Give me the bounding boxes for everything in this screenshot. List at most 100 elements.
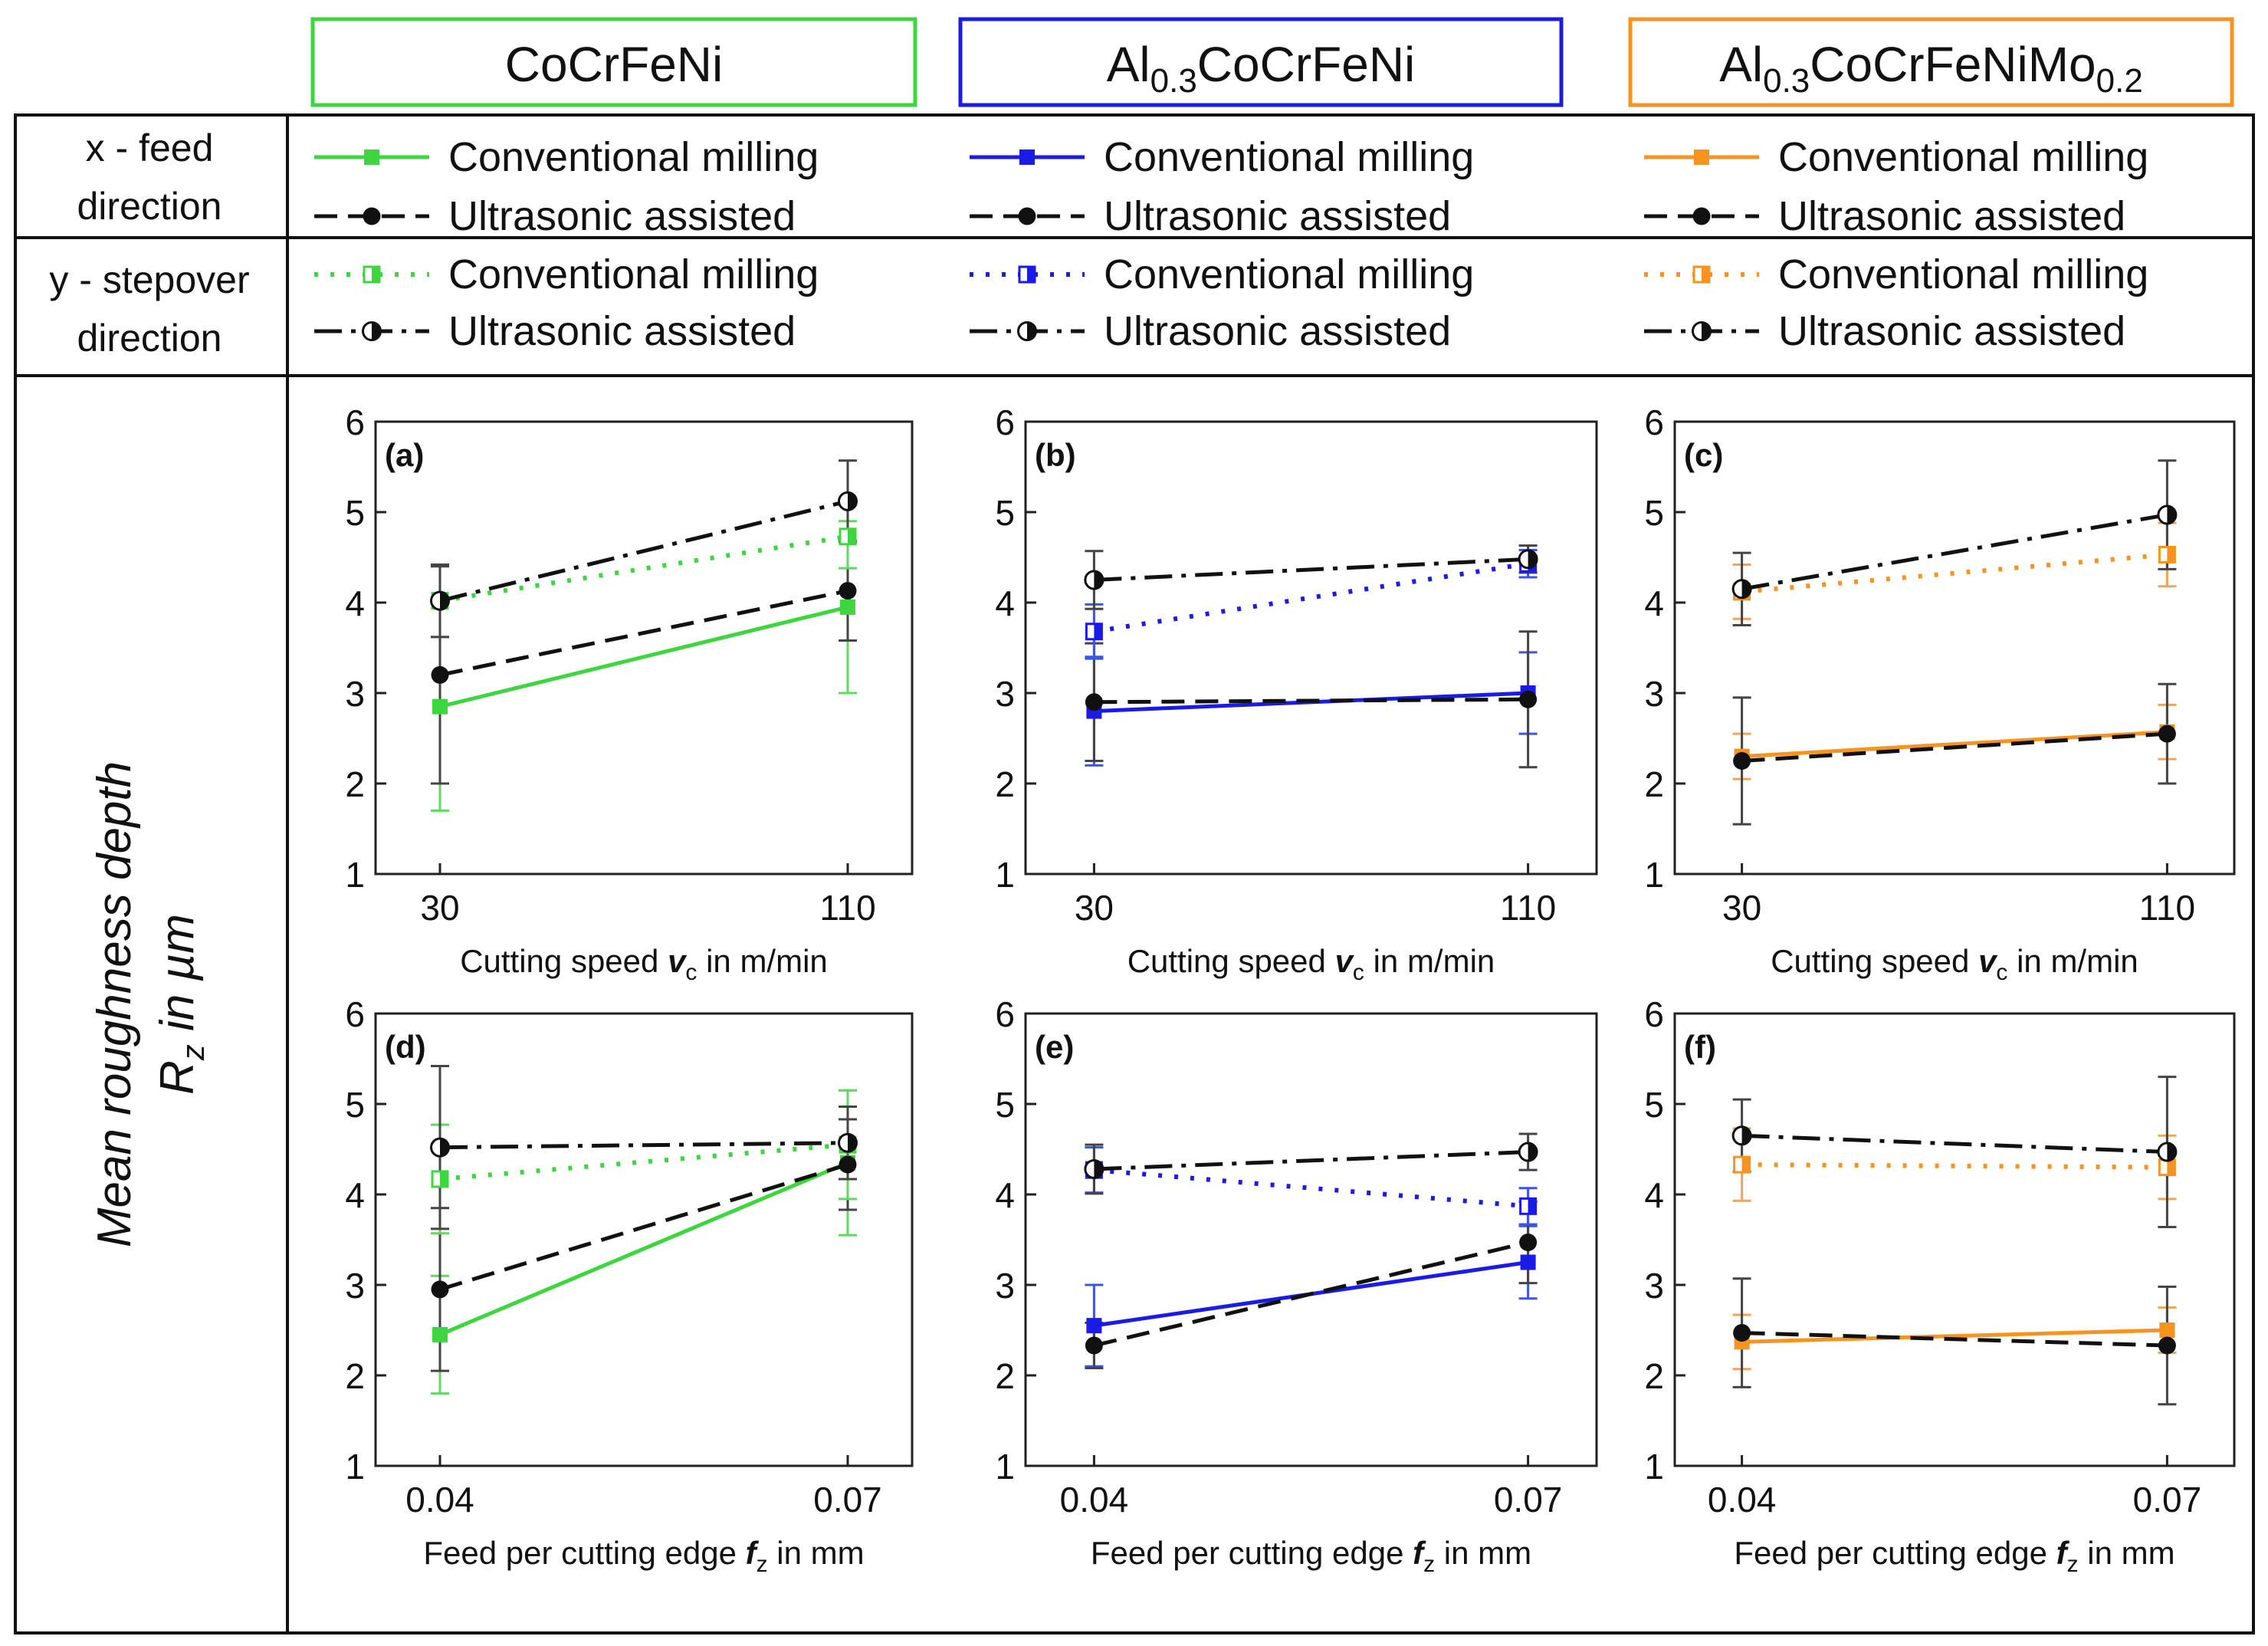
y-tick-label: 3 bbox=[345, 1266, 365, 1306]
data-point bbox=[840, 599, 855, 615]
x-axis-label-rest: in m/min bbox=[697, 943, 827, 979]
data-point-fill bbox=[1528, 550, 1538, 568]
data-point bbox=[2157, 1142, 2178, 1162]
series-line-2 bbox=[439, 1162, 848, 1292]
data-point bbox=[838, 491, 858, 511]
legend-label: Ultrasonic assisted bbox=[448, 308, 796, 354]
legend-label: Ultrasonic assisted bbox=[1104, 193, 1451, 239]
legend-label: Conventional milling bbox=[448, 251, 819, 297]
chart-panel-f: 1 2 3 4 5 6 0.04 0.07 (f) Feed per cutting edge f… bbox=[1644, 994, 2236, 1577]
data-point bbox=[1731, 1125, 1752, 1146]
data-point bbox=[2159, 1322, 2175, 1338]
series-4 bbox=[1732, 1076, 2177, 1228]
y-tick-label: 2 bbox=[1644, 764, 1664, 804]
data-point bbox=[1085, 623, 1103, 641]
data-point-fill bbox=[848, 492, 857, 511]
material-title-box bbox=[958, 17, 1564, 107]
plot-frame bbox=[374, 1012, 914, 1467]
material-title-2: Al0.3CoCrFeNi bbox=[958, 17, 1564, 107]
legend-entry-blue-3: Conventional milling bbox=[970, 251, 1474, 297]
y-tick-label: 1 bbox=[1644, 855, 1664, 895]
y-tick-label: 2 bbox=[995, 1356, 1015, 1396]
y-tick-label: 3 bbox=[1644, 1266, 1664, 1306]
data-point-fill bbox=[848, 528, 855, 544]
data-point bbox=[839, 582, 857, 600]
data-point bbox=[430, 1137, 450, 1158]
legend-label: Conventional milling bbox=[1104, 134, 1474, 180]
panel-label: (e) bbox=[1035, 1029, 1074, 1065]
x-axis-label-var: v bbox=[668, 943, 688, 979]
data-point bbox=[2158, 724, 2176, 743]
x-axis-label-var: v bbox=[1978, 943, 1998, 979]
legend-entry-orange-2: Ultrasonic assisted bbox=[1644, 193, 2125, 239]
data-point bbox=[1084, 1158, 1104, 1179]
x-axis-label-text: Cutting speed bbox=[1771, 943, 1978, 979]
y-tick-label: 6 bbox=[1644, 402, 1664, 442]
y-tick-label: 3 bbox=[995, 1266, 1015, 1306]
data-point bbox=[1519, 690, 1538, 708]
x-tick-label: 30 bbox=[1075, 888, 1114, 928]
data-point-fill bbox=[1741, 580, 1751, 598]
data-point bbox=[1733, 1155, 1751, 1174]
y-tick-label: 2 bbox=[1644, 1356, 1664, 1396]
material-title-box bbox=[1628, 17, 2234, 107]
x-axis-label-sub: c bbox=[1996, 960, 2007, 985]
material-title-part: CoCrFeNiMo bbox=[1810, 37, 2096, 92]
data-point bbox=[430, 590, 450, 611]
x-axis-label-rest: in mm bbox=[1435, 1535, 1531, 1571]
chart-panel-e: 1 2 3 4 5 6 0.04 0.07 (e) Feed per cutting edge f… bbox=[995, 994, 1598, 1577]
chart-panel-a: 1 2 3 4 5 6 30 110 (a) Cutting speed vc in m/min bbox=[345, 402, 914, 985]
series-4 bbox=[1732, 459, 2177, 626]
y-tick-label: 4 bbox=[345, 583, 365, 623]
x-axis-label-var: f bbox=[1413, 1535, 1426, 1571]
x-tick-label: 0.07 bbox=[1494, 1480, 1563, 1520]
x-axis-label-rest: in mm bbox=[768, 1535, 865, 1571]
x-axis-label: Cutting speed vc in m/min bbox=[1127, 943, 1495, 985]
legend-entry-green-4: Ultrasonic assisted bbox=[314, 308, 796, 354]
series-1 bbox=[431, 520, 857, 812]
legend-table: x - feed direction y - stepover directio… bbox=[14, 113, 2255, 377]
legend-label: Conventional milling bbox=[1778, 251, 2148, 297]
x-tick-label: 0.07 bbox=[813, 1480, 882, 1520]
x-axis-label-var: f bbox=[746, 1535, 760, 1571]
data-point-fill bbox=[1528, 1198, 1536, 1214]
plot-frame bbox=[1024, 420, 1598, 876]
series-1 bbox=[1085, 1224, 1538, 1368]
legend-marker bbox=[363, 207, 381, 225]
x-axis-label-sub: z bbox=[1423, 1552, 1435, 1577]
legend-marker bbox=[1018, 207, 1036, 225]
y-tick-label: 2 bbox=[345, 764, 365, 804]
data-point bbox=[432, 698, 448, 715]
series-line-3 bbox=[1741, 552, 2168, 594]
x-tick-label: 110 bbox=[2139, 888, 2195, 928]
y-axis-title: Mean roughness depth Rz in µm bbox=[88, 761, 211, 1247]
series-line-3 bbox=[439, 1142, 848, 1181]
series-line-1 bbox=[1741, 730, 2168, 759]
legend-label: Ultrasonic assisted bbox=[1778, 308, 2125, 354]
series-line-4 bbox=[1741, 1133, 2168, 1155]
plot-area-border bbox=[14, 374, 2255, 1635]
y-tick-label: 1 bbox=[995, 1447, 1015, 1487]
data-point bbox=[1520, 1254, 1536, 1270]
x-direction-label-1: x - feed bbox=[86, 126, 214, 169]
chart-panel-b: 1 2 3 4 5 6 30 110 (b) Cutting speed vc in m/min bbox=[995, 402, 1598, 985]
panel-label: (d) bbox=[385, 1029, 426, 1065]
chart-panel-c: 1 2 3 4 5 6 30 110 (c) Cutting speed vc in m/min bbox=[1644, 402, 2236, 985]
data-point-fill bbox=[2167, 547, 2175, 563]
y-tick-label: 4 bbox=[1644, 583, 1664, 623]
data-point bbox=[2158, 1158, 2176, 1177]
legend-marker bbox=[363, 265, 381, 284]
data-point bbox=[431, 1280, 449, 1299]
series-line-2 bbox=[1094, 697, 1528, 705]
y-tick-label: 4 bbox=[345, 1175, 365, 1215]
series-line-1 bbox=[439, 605, 848, 709]
y-tick-label: 5 bbox=[345, 493, 365, 533]
y-tick-label: 5 bbox=[1644, 493, 1664, 533]
data-point-fill bbox=[440, 592, 449, 610]
data-point bbox=[431, 665, 449, 684]
data-point bbox=[839, 527, 857, 546]
x-tick-label: 30 bbox=[420, 888, 459, 928]
legend-entry-blue-4: Ultrasonic assisted bbox=[970, 308, 1451, 354]
material-title-part: Al bbox=[1107, 37, 1150, 92]
